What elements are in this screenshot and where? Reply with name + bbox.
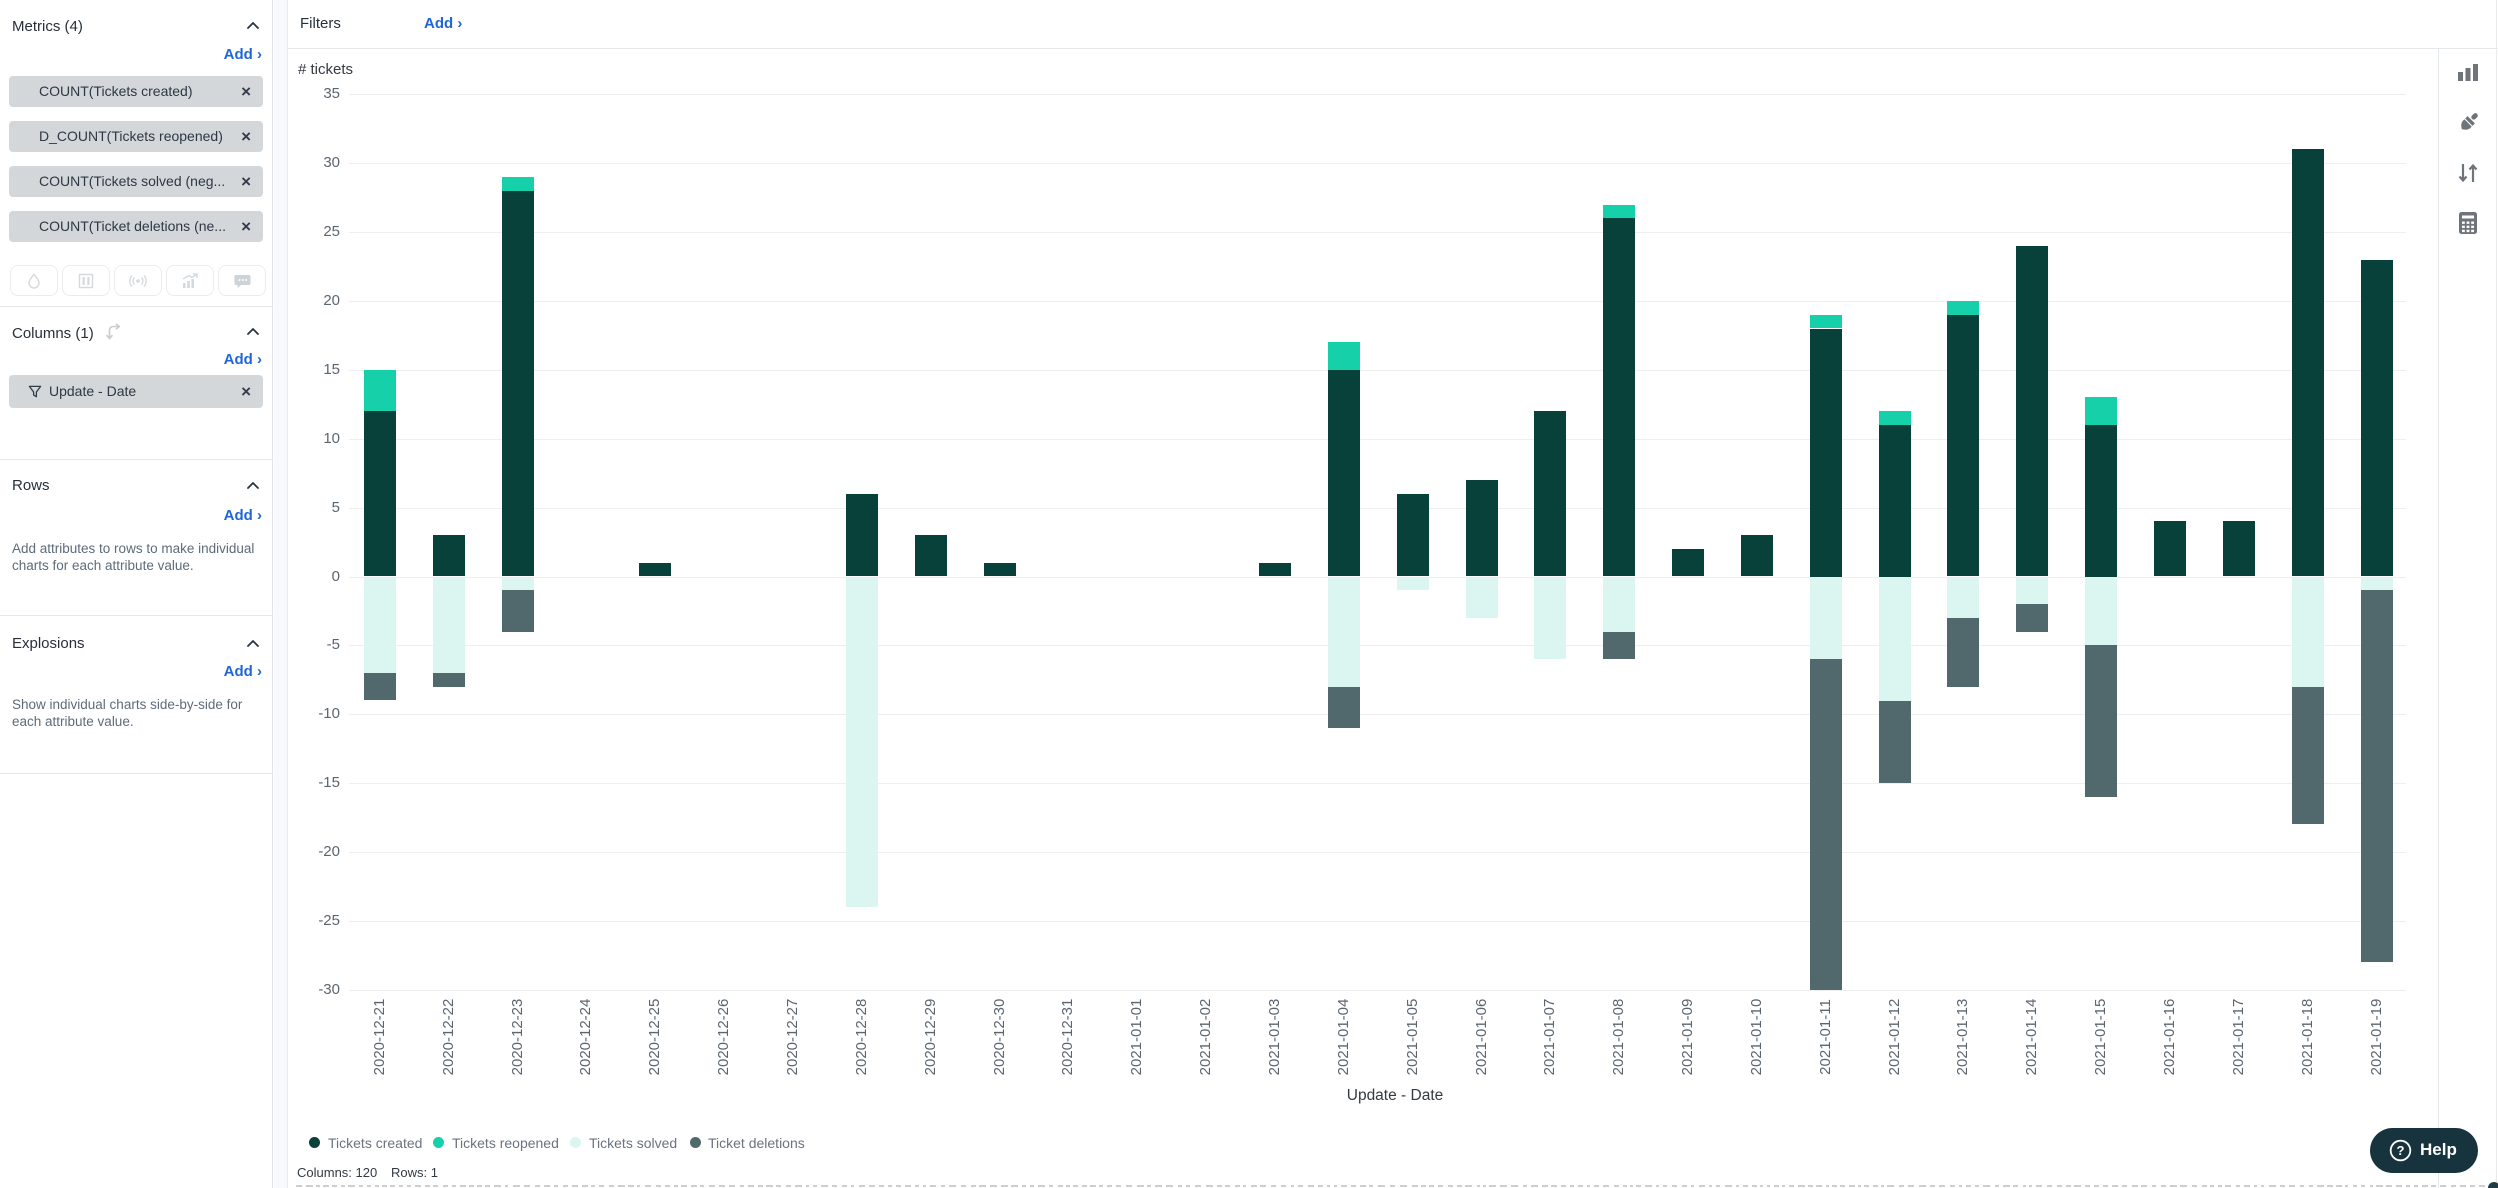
svg-text:?: ?: [2397, 1143, 2405, 1158]
